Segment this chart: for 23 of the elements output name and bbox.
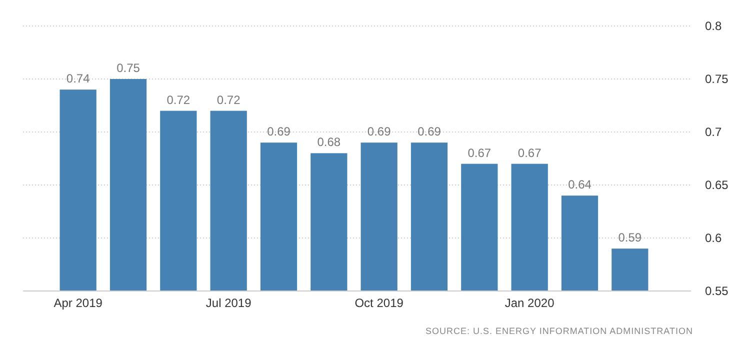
data-label: 0.59	[618, 230, 642, 245]
data-label: 0.75	[116, 61, 140, 75]
x-tick-label: Apr 2019	[54, 296, 103, 310]
y-tick-label: 0.8	[705, 19, 722, 34]
x-tick-label: Jan 2020	[504, 296, 555, 310]
data-label: 0.68	[317, 135, 341, 150]
y-tick-label: 0.7	[705, 125, 722, 140]
data-label: 0.72	[216, 92, 241, 107]
data-label: 0.74	[66, 72, 90, 86]
data-label: 0.69	[267, 124, 291, 139]
x-tick-label: Jul 2019	[206, 296, 252, 310]
data-label: 0.64	[568, 178, 592, 192]
data-label: 0.67	[518, 146, 542, 160]
y-tick-label: 0.75	[705, 72, 729, 86]
data-label: 0.67	[468, 146, 492, 160]
data-label: 0.69	[418, 124, 442, 139]
y-tick-label: 0.6	[705, 231, 722, 246]
data-label: 0.72	[166, 92, 190, 107]
y-tick-label: 0.55	[705, 284, 729, 298]
data-label: 0.69	[367, 124, 392, 139]
y-tick-label: 0.65	[705, 178, 729, 192]
x-tick-label: Oct 2019	[354, 296, 404, 310]
source-note: SOURCE: U.S. ENERGY INFORMATION ADMINISTRATION	[425, 326, 693, 336]
